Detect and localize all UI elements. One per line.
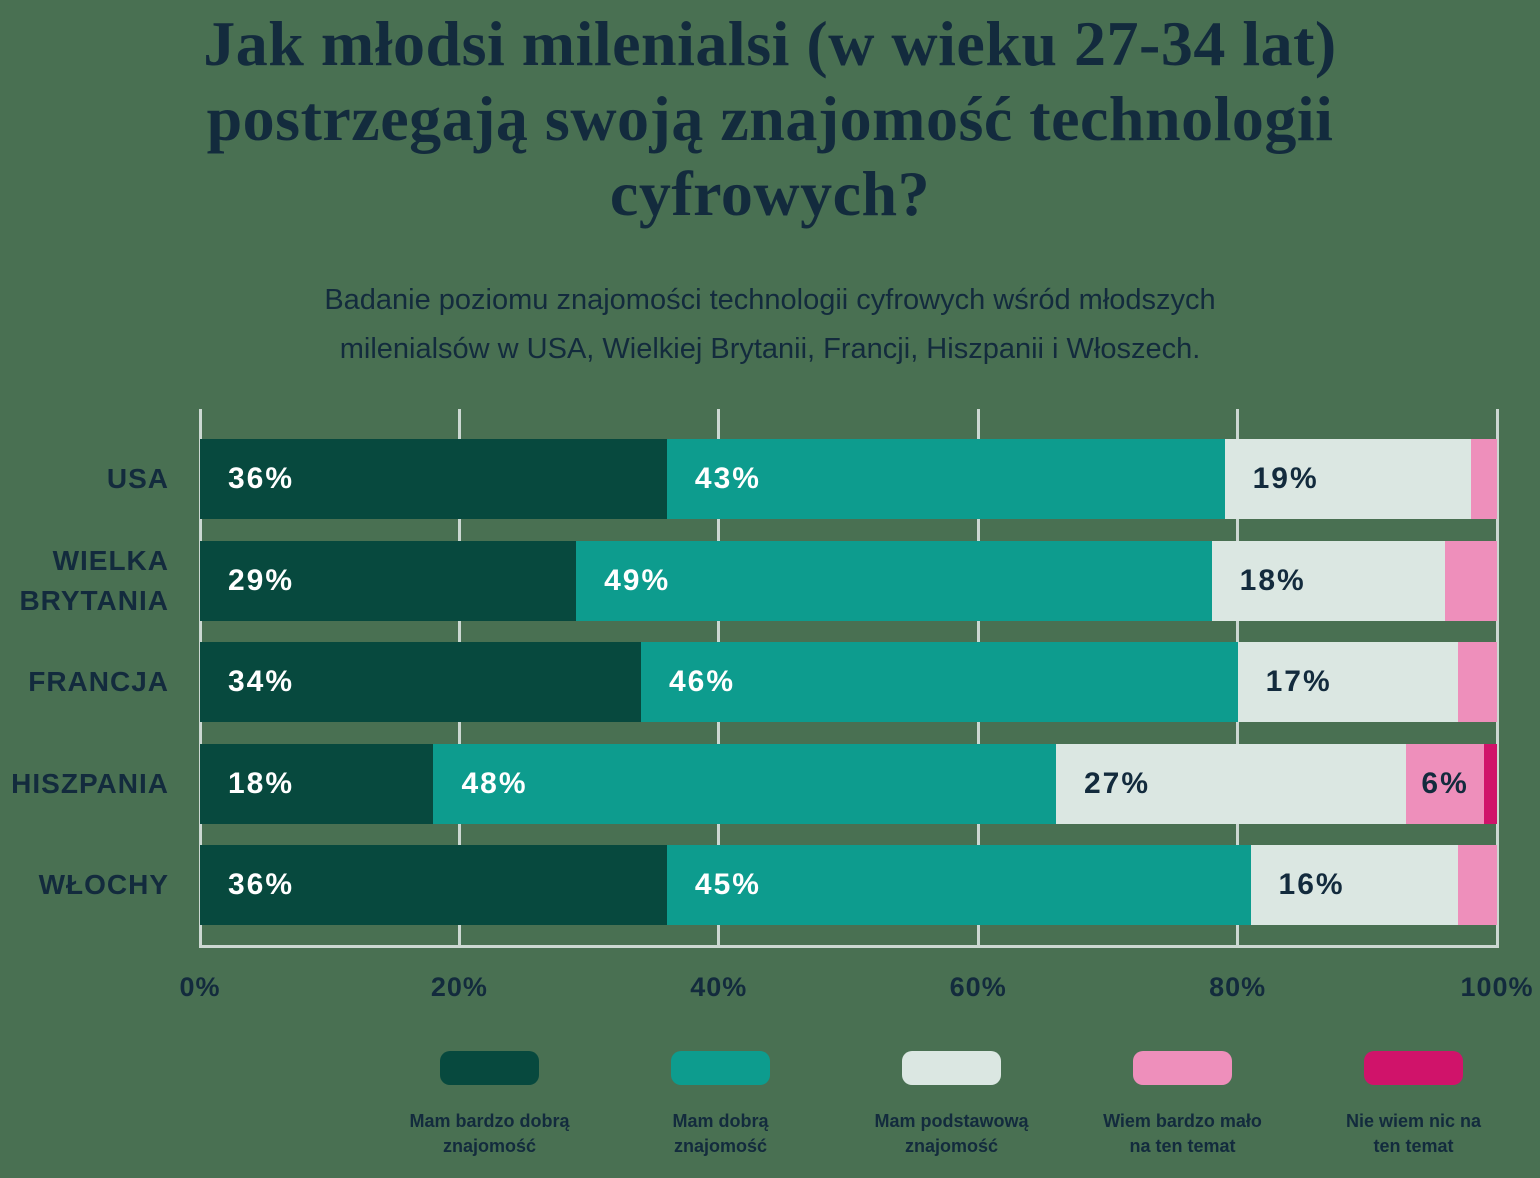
legend-item: Mam dobrą znajomość (605, 1051, 836, 1159)
chart-subtitle: Badanie poziomu znajomości technologii c… (0, 276, 1540, 374)
x-tick-label: 20% (430, 972, 488, 1002)
legend-item-label-line: znajomość (673, 1136, 767, 1156)
x-tick-label: 60% (949, 972, 1007, 1002)
legend-item-label: Nie wiem nic na ten temat (1346, 1109, 1481, 1159)
bar-value-label: 18% (228, 766, 295, 800)
bar-segment: 34% (200, 642, 641, 722)
legend-item-label-line: znajomość (442, 1136, 536, 1156)
bar-segment (1471, 439, 1497, 519)
category-label-line: WŁOCHY (38, 869, 169, 900)
bar-segment: 36% (200, 439, 667, 519)
bar-value-label: 6% (1421, 766, 1469, 800)
legend-item-label-line: Nie wiem nic na (1345, 1111, 1482, 1131)
bar-segment: 48% (433, 743, 1056, 824)
legend-swatch (902, 1051, 1001, 1085)
bar-value-label: 46% (668, 665, 736, 698)
legend-item-label-line: na ten temat (1129, 1136, 1236, 1156)
x-tick-label: 40% (690, 972, 748, 1002)
bar-value-label: 49% (604, 563, 671, 597)
legend-item: Nie wiem nic na ten temat (1298, 1051, 1529, 1159)
bar-segment (1458, 845, 1497, 925)
bar-value-label: 43% (694, 462, 761, 495)
category-label-line: WIELKA (52, 544, 169, 576)
bar-value-label: 17% (1265, 665, 1332, 698)
bar-segment: 49% (576, 540, 1212, 621)
legend-swatch (1364, 1051, 1463, 1085)
chart-title: Jak młodsi milenialsi (w wieku 27-34 lat… (0, 6, 1540, 231)
legend-item-label: Mam podstawową znajomość (874, 1109, 1028, 1159)
x-tick-label: 80% (1209, 972, 1267, 1002)
category-label-line: BRYTANIA (19, 584, 169, 616)
legend-item-label-line: Mam bardzo dobrą (409, 1111, 570, 1131)
category-label: WIELKA BRYTANIA (0, 541, 169, 621)
bar-segment: 46% (640, 642, 1238, 722)
bar-segment: 19% (1224, 439, 1472, 519)
bar-value-label: 36% (228, 462, 295, 495)
bar-row: 36% 43% 19% (200, 439, 1497, 519)
category-label: HISZPANIA (0, 764, 169, 804)
gridline (1495, 409, 1499, 948)
bar-value-label: 19% (1252, 462, 1319, 495)
legend: Mam bardzo dobrą znajomość Mam dobrą znajom… (374, 1051, 1529, 1159)
legend-item-label-line: Wiem bardzo mało (1103, 1111, 1262, 1131)
bar-value-label: 34% (228, 665, 295, 698)
legend-swatch (1133, 1051, 1232, 1085)
category-label-line: USA (106, 463, 169, 494)
x-tick-label: 0% (179, 972, 221, 1002)
category-label: FRANCJA (0, 662, 169, 702)
bar-segment (1445, 540, 1497, 621)
bar-segment: 6% (1406, 743, 1484, 824)
legend-item: Wiem bardzo mało na ten temat (1067, 1051, 1298, 1159)
category-label-line: HISZPANIA (11, 767, 169, 799)
bar-segment (1458, 642, 1497, 722)
bar-row: 18% 48% 27% 6% (200, 743, 1497, 824)
bar-row: 34% 46% 17% (200, 642, 1497, 722)
bar-segment: 17% (1237, 642, 1459, 722)
bar-value-label: 16% (1278, 868, 1345, 901)
bar-row: 36% 45% 16% (200, 845, 1497, 925)
category-label: USA (0, 459, 169, 499)
bar-value-label: 45% (694, 868, 761, 901)
bar-segment: 16% (1250, 845, 1459, 925)
chart-title-line: cyfrowych? (609, 158, 931, 229)
bar-segment: 43% (666, 439, 1225, 519)
legend-item-label-line: Mam dobrą (672, 1111, 769, 1131)
chart-title-line: postrzegają swoją znajomość technologii (206, 83, 1334, 154)
x-tick-label: 100% (1460, 972, 1534, 1002)
chart-title-line: Jak młodsi milenialsi (w wieku 27-34 lat… (203, 8, 1337, 79)
legend-item-label-line: ten temat (1373, 1136, 1454, 1156)
bar-segment: 18% (200, 743, 434, 824)
legend-swatch (671, 1051, 770, 1085)
legend-item: Mam bardzo dobrą znajomość (374, 1051, 605, 1159)
axis-baseline (200, 945, 1497, 948)
bar-value-label: 18% (1239, 563, 1306, 597)
bar-segment: 18% (1211, 540, 1446, 621)
bar-segment: 27% (1056, 743, 1407, 824)
bar-segment: 45% (666, 845, 1251, 925)
plot-area: 36% 43% 19% 29% 49% 18% 34% 46% 17% 18% 48% 27% 6% 36… (198, 409, 1499, 948)
bar-segment: 36% (200, 845, 667, 925)
legend-swatch (440, 1051, 539, 1085)
bar-value-label: 36% (228, 868, 295, 901)
chart-subtitle-line: milenialsów w USA, Wielkiej Brytanii, Fr… (339, 333, 1201, 365)
bar-segment: 29% (200, 540, 577, 621)
bar-segment (1484, 743, 1497, 824)
chart-subtitle-line: Badanie poziomu znajomości technologii c… (324, 284, 1216, 316)
legend-item: Mam podstawową znajomość (836, 1051, 1067, 1159)
bar-value-label: 48% (461, 766, 528, 800)
category-label: WŁOCHY (0, 865, 169, 905)
category-label-line: FRANCJA (28, 666, 169, 697)
bar-row: 29% 49% 18% (200, 540, 1497, 621)
legend-item-label: Mam bardzo dobrą znajomość (409, 1109, 569, 1159)
bar-value-label: 27% (1084, 766, 1151, 800)
legend-item-label-line: znajomość (904, 1136, 999, 1156)
legend-item-label-line: Mam podstawową (874, 1111, 1029, 1131)
bar-value-label: 29% (228, 563, 295, 597)
legend-item-label: Wiem bardzo mało na ten temat (1103, 1109, 1262, 1159)
legend-item-label: Mam dobrą znajomość (672, 1109, 768, 1159)
